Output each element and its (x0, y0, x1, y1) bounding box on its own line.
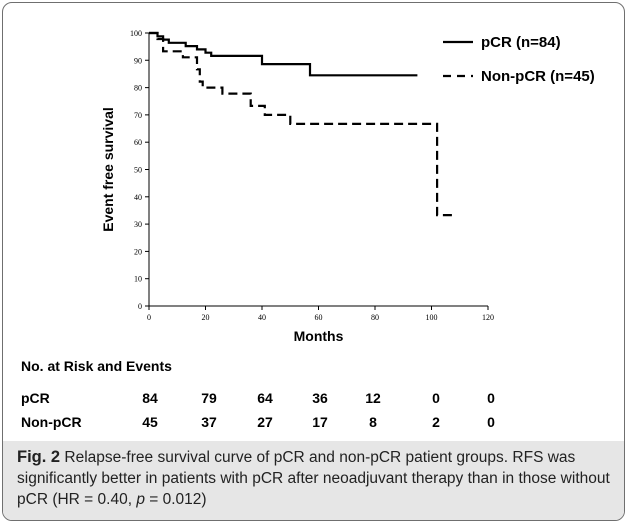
x-tick-label: 20 (202, 313, 210, 322)
x-axis-title: Months (294, 328, 344, 344)
figure-panel: 0 10 20 30 40 50 60 70 80 90 100 0 20 40 60 80 100 120 Mon… (2, 2, 625, 521)
risk-row-label: Non-pCR (21, 414, 82, 430)
y-tick-label: 70 (134, 111, 142, 120)
risk-cell: 17 (312, 414, 328, 430)
risk-row-label: pCR (21, 390, 50, 406)
y-tick-label: 10 (134, 275, 142, 284)
legend-label: pCR (n=84) (481, 34, 561, 51)
y-axis-title: Event free survival (100, 107, 116, 232)
risk-cell: 64 (257, 390, 273, 406)
risk-cell: 45 (142, 414, 158, 430)
risk-cell: 12 (365, 390, 381, 406)
risk-cell: 27 (257, 414, 273, 430)
y-tick-label: 80 (134, 84, 142, 93)
y-tick-label: 20 (134, 247, 142, 256)
risk-row-non-pcr: Non-pCR 45 37 27 17 8 2 0 (3, 414, 623, 434)
caption-text-end: = 0.012) (144, 491, 207, 508)
risk-row-pcr: pCR 84 79 64 36 12 0 0 (3, 390, 623, 410)
caption-p-symbol: p (136, 491, 145, 508)
x-tick-label: 100 (426, 313, 438, 322)
y-tick-label: 0 (138, 302, 142, 311)
risk-cell: 0 (487, 414, 495, 430)
y-tick-label: 50 (134, 166, 142, 175)
y-tick-label: 60 (134, 138, 142, 147)
caption-figure-label: Fig. 2 (17, 448, 61, 466)
x-tick-label: 60 (315, 313, 323, 322)
risk-cell: 8 (369, 414, 377, 430)
y-tick-label: 30 (134, 220, 142, 229)
series-line-pcr (149, 31, 418, 77)
risk-cell: 84 (142, 390, 158, 406)
x-tick-label: 0 (147, 313, 151, 322)
x-tick-label: 40 (258, 313, 266, 322)
risk-cell: 2 (432, 414, 440, 430)
y-tick-label: 100 (130, 29, 142, 38)
risk-cell: 37 (201, 414, 217, 430)
risk-cell: 0 (487, 390, 495, 406)
x-tick-label: 80 (371, 313, 379, 322)
risk-cell: 36 (312, 390, 328, 406)
series-line-non-pcr (149, 31, 455, 217)
survival-chart: 0 10 20 30 40 50 60 70 80 90 100 0 20 40 60 80 100 120 Mon… (100, 29, 595, 344)
risk-cell: 79 (201, 390, 217, 406)
caption-text: Relapse-free survival curve of pCR and n… (17, 449, 610, 508)
figure-caption: Fig. 2 Relapse-free survival curve of pC… (3, 441, 624, 520)
y-tick-label: 90 (134, 56, 142, 65)
legend-label: Non-pCR (n=45) (481, 68, 595, 85)
risk-table-title: No. at Risk and Events (21, 358, 172, 374)
y-tick-label: 40 (134, 193, 142, 202)
x-tick-label: 120 (482, 313, 494, 322)
risk-cell: 0 (432, 390, 440, 406)
